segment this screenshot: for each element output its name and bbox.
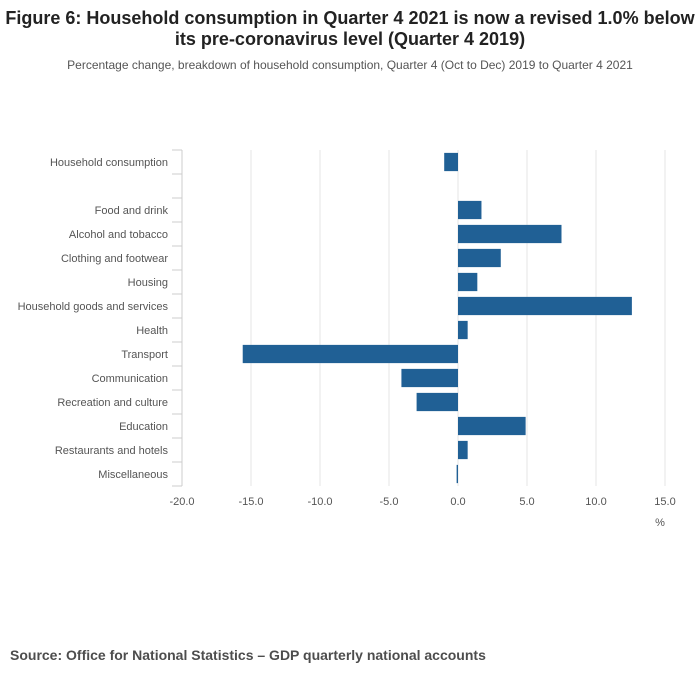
x-tick-label: 15.0	[654, 496, 675, 508]
bar	[401, 368, 458, 388]
bar	[458, 200, 482, 220]
category-label: Recreation and culture	[57, 397, 168, 409]
category-label: Housing	[128, 277, 168, 289]
x-tick-label: -5.0	[380, 496, 399, 508]
bar	[242, 344, 458, 364]
category-label: Transport	[121, 349, 168, 361]
bar	[444, 152, 458, 172]
bar	[458, 416, 526, 436]
category-label: Education	[119, 421, 168, 433]
category-label: Health	[136, 325, 168, 337]
category-label: Alcohol and tobacco	[69, 229, 168, 241]
category-label: Restaurants and hotels	[55, 445, 169, 457]
bar	[456, 464, 458, 484]
category-label: Household goods and services	[18, 301, 169, 313]
chart-subtitle: Percentage change, breakdown of househol…	[67, 58, 633, 72]
x-tick-label: -10.0	[307, 496, 332, 508]
axis	[172, 149, 183, 487]
x-tick-labels: -20.0 -15.0 -10.0 -5.0 0.0 5.0 10.0 15.0	[169, 496, 675, 508]
source-note: Source: Office for National Statistics –…	[10, 647, 486, 663]
x-tick-label: -20.0	[169, 496, 194, 508]
bar	[458, 296, 632, 316]
x-tick-label: -15.0	[238, 496, 263, 508]
bar	[458, 440, 468, 460]
chart-title: Figure 6: Household consumption in Quart…	[5, 8, 695, 49]
category-label: Food and drink	[95, 205, 169, 217]
category-labels: Household consumption Food and drink Alcoh…	[18, 157, 169, 481]
bar-chart: Household consumption Food and drink Alcoh…	[18, 149, 676, 529]
x-axis-unit-label: %	[655, 517, 665, 529]
category-label: Household consumption	[50, 157, 168, 169]
bars	[242, 152, 632, 484]
category-label: Communication	[92, 373, 168, 385]
bar	[416, 392, 458, 412]
x-tick-label: 5.0	[519, 496, 534, 508]
category-label: Miscellaneous	[98, 469, 168, 481]
bar	[458, 224, 562, 244]
bar	[458, 248, 501, 268]
gridlines	[181, 150, 666, 486]
x-tick-label: 0.0	[450, 496, 465, 508]
bar	[458, 272, 478, 292]
category-label: Clothing and footwear	[61, 253, 168, 265]
x-tick-label: 10.0	[585, 496, 606, 508]
bar	[458, 320, 468, 340]
